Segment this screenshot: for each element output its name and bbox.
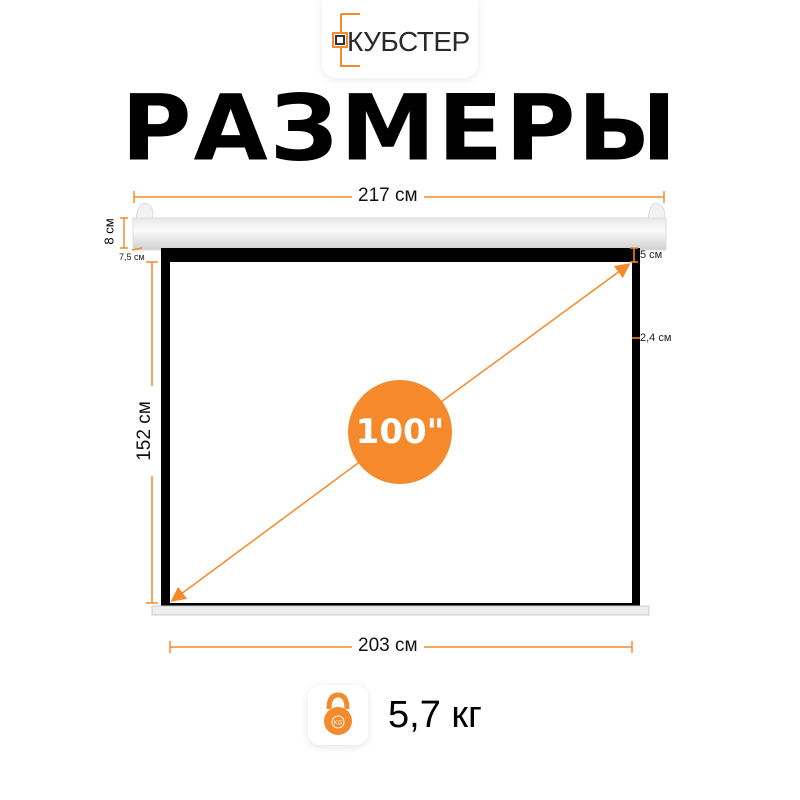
kettlebell-icon: KG xyxy=(324,692,352,735)
logo-mark-icon xyxy=(332,13,360,67)
screen-height-label: 152 см xyxy=(134,386,156,476)
weight-value: 5,7 кг xyxy=(388,694,482,736)
diagonal-badge: 100" xyxy=(348,380,452,484)
screen-width-label: 203 см xyxy=(352,635,424,657)
weight-icon-card: KG xyxy=(308,685,368,745)
dimension-housing-height xyxy=(120,217,143,251)
brand-name: КУБСТЕР xyxy=(347,26,470,57)
total-width-label: 217 см xyxy=(352,185,424,207)
housing-height-label: 8 см xyxy=(101,218,117,245)
svg-text:KG: KG xyxy=(334,721,343,727)
page-title: РАЗМЕРЫ xyxy=(121,74,679,182)
housing xyxy=(132,202,667,251)
dimension-top-border xyxy=(630,247,640,339)
top-border-label: 5 см xyxy=(640,249,663,261)
side-border-label: 2,4 см xyxy=(640,332,672,344)
bottom-bar xyxy=(151,605,650,616)
housing-depth-label: 7,5 см xyxy=(119,252,145,262)
